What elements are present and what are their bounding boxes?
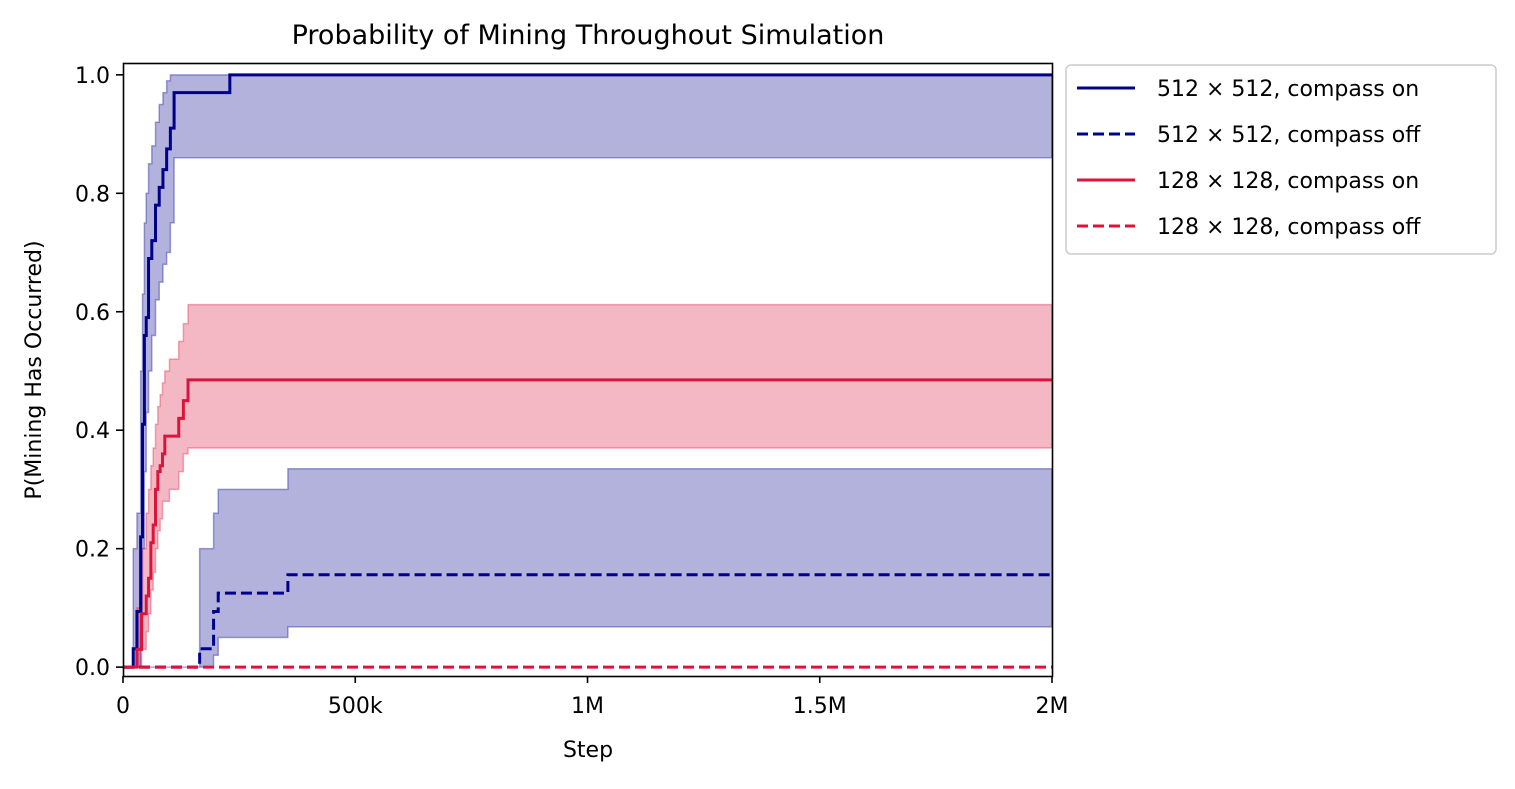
y-tick-label: 0.0 [75,656,110,681]
legend-label-1: 512 × 512, compass off [1157,123,1421,148]
x-tick-label: 1M [571,694,604,719]
x-tick-label: 2M [1036,694,1069,719]
legend-label-3: 128 × 128, compass off [1157,215,1421,240]
x-tick-label: 0 [116,694,130,719]
x-tick-label: 500k [328,694,383,719]
y-axis-label: P(Mining Has Occurred) [22,240,47,499]
x-tick-label: 1.5M [793,694,847,719]
x-axis-label: Step [563,738,613,763]
series-line-0 [123,73,1052,669]
series-line-1 [123,573,1052,669]
legend: 512 × 512, compass on 512 × 512, compass … [1065,64,1497,255]
y-axis-ticks: 0.0 0.2 0.4 0.6 0.8 1.0 [75,64,123,681]
x-axis-ticks: 0 500k 1M 1.5M 2M [116,676,1068,719]
series-line-2 [123,378,1052,669]
ci-band-series-1 [123,467,1053,668]
y-tick-label: 1.0 [75,64,110,89]
legend-frame [1065,64,1497,255]
chart-title: Probability of Mining Throughout Simulat… [292,20,885,51]
y-tick-label: 0.6 [75,301,110,326]
y-tick-label: 0.8 [75,182,110,207]
legend-items: 512 × 512, compass on 512 × 512, compass … [1077,77,1421,240]
confidence-bands [123,74,1053,668]
ci-band-series-2 [123,303,1053,668]
legend-label-2: 128 × 128, compass on [1157,169,1419,194]
series-lines [123,73,1052,669]
legend-label-0: 512 × 512, compass on [1157,77,1419,102]
y-tick-label: 0.4 [75,419,110,444]
y-tick-label: 0.2 [75,538,110,563]
